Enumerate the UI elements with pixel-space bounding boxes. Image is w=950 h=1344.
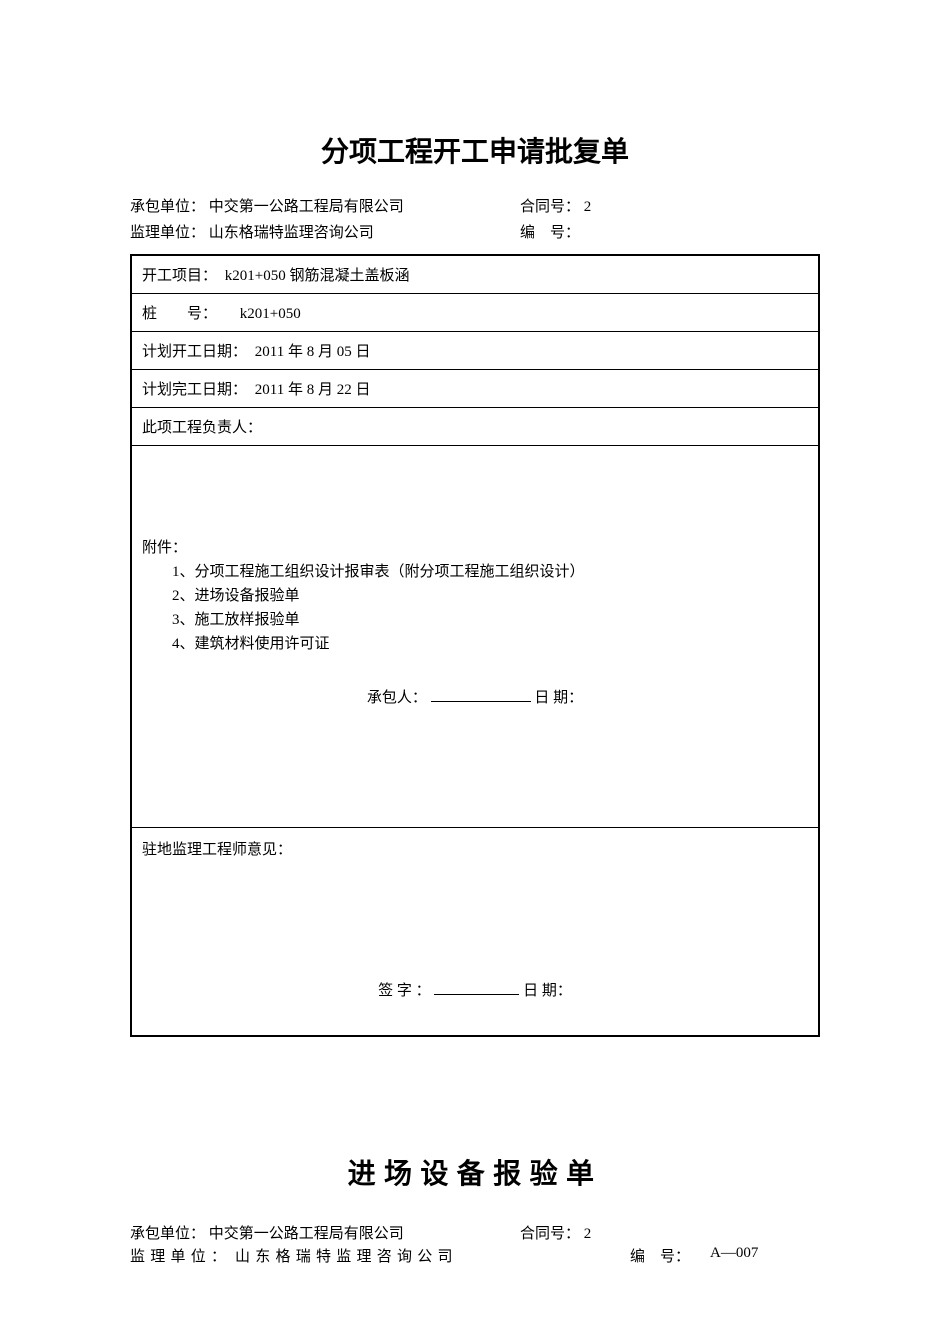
supervisor-value: 山东格瑞特监理咨询公司	[209, 225, 374, 241]
form2-title: 进场设备报验单	[130, 1152, 820, 1192]
attachment-title: 附件：	[142, 536, 808, 557]
form2-serial-value-cell: A—007	[710, 1245, 820, 1266]
manager-row: 此项工程负责人：	[132, 408, 818, 446]
pile-value: k201+050	[225, 306, 301, 322]
form2-contract-no-value: 2	[584, 1226, 592, 1242]
form-gap	[130, 1037, 820, 1152]
document-page: 分项工程开工申请批复单 承包单位： 中交第一公路工程局有限公司 合同号： 2 监…	[0, 0, 950, 1318]
attachment-item-3: 3、施工放样报验单	[142, 608, 808, 629]
form2-serial-value: A—007	[710, 1245, 758, 1261]
form1-header-row2: 监理单位： 山东格瑞特监理咨询公司 编 号：	[130, 221, 820, 242]
form2-serial-label: 编 号：	[630, 1249, 690, 1265]
opinion-label: 驻地监理工程师意见：	[142, 838, 808, 859]
start-date-row: 计划开工日期： 2011 年 8 月 05 日	[132, 332, 818, 370]
form2-header-row2: 监理单位： 山东格瑞特监理咨询公司 编 号： A—007	[130, 1245, 820, 1266]
form2-supervisor-label: 监理单位：	[130, 1249, 231, 1265]
form2-supervisor-cell: 监理单位： 山东格瑞特监理咨询公司	[130, 1245, 520, 1266]
form2-contract-no-cell: 合同号： 2	[520, 1222, 710, 1243]
form1-title: 分项工程开工申请批复单	[130, 130, 820, 170]
contractor-sign-label: 承包人：	[367, 690, 427, 706]
attachment-item-4: 4、建筑材料使用许可证	[142, 632, 808, 653]
project-label: 开工项目：	[142, 268, 217, 284]
contractor-sign-line	[431, 687, 531, 702]
contractor-label: 承包单位：	[130, 199, 205, 215]
contract-no-label: 合同号：	[520, 199, 580, 215]
form2-supervisor-value: 山东格瑞特监理咨询公司	[235, 1249, 458, 1265]
pile-row: 桩 号： k201+050	[132, 294, 818, 332]
form2-contractor-label: 承包单位：	[130, 1226, 205, 1242]
serial-label: 编 号：	[520, 225, 580, 241]
contractor-value: 中交第一公路工程局有限公司	[209, 199, 404, 215]
manager-label: 此项工程负责人：	[142, 420, 262, 436]
supervisor-label: 监理单位：	[130, 225, 205, 241]
end-date-value: 2011 年 8 月 22 日	[255, 382, 371, 398]
spacer	[142, 717, 808, 807]
form1-table: 开工项目： k201+050 钢筋混凝土盖板涵 桩 号： k201+050 计划…	[130, 254, 820, 1037]
form2-contractor-cell: 承包单位： 中交第一公路工程局有限公司	[130, 1222, 520, 1243]
contractor-cell: 承包单位： 中交第一公路工程局有限公司	[130, 195, 520, 216]
form2-contractor-value: 中交第一公路工程局有限公司	[209, 1226, 404, 1242]
start-date-value: 2011 年 8 月 05 日	[255, 344, 371, 360]
attachment-item-1: 1、分项工程施工组织设计报审表（附分项工程施工组织设计）	[142, 560, 808, 581]
opinion-sign-label: 签 字 ：	[378, 983, 431, 999]
serial-cell: 编 号：	[520, 221, 820, 242]
form2-contract-no-label: 合同号：	[520, 1226, 580, 1242]
attachment-section: 附件： 1、分项工程施工组织设计报审表（附分项工程施工组织设计） 2、进场设备报…	[132, 446, 818, 827]
end-date-row: 计划完工日期： 2011 年 8 月 22 日	[132, 370, 818, 408]
contractor-date-label: 日 期：	[534, 690, 583, 706]
opinion-date-label: 日 期：	[523, 983, 572, 999]
form2-empty-cell	[710, 1222, 820, 1243]
pile-label: 桩 号：	[142, 306, 217, 322]
form1-header-row1: 承包单位： 中交第一公路工程局有限公司 合同号： 2	[130, 195, 820, 216]
contract-no-cell: 合同号： 2	[520, 195, 820, 216]
opinion-sign-line	[434, 980, 519, 995]
project-row: 开工项目： k201+050 钢筋混凝土盖板涵	[132, 256, 818, 294]
form2-serial-label-cell: 编 号：	[520, 1245, 710, 1266]
contract-no-value: 2	[584, 199, 592, 215]
project-value: k201+050 钢筋混凝土盖板涵	[225, 268, 410, 284]
opinion-section: 驻地监理工程师意见： 签 字 ： 日 期：	[132, 827, 818, 1035]
attachment-item-2: 2、进场设备报验单	[142, 584, 808, 605]
end-date-label: 计划完工日期：	[142, 382, 247, 398]
opinion-sign-row: 签 字 ： 日 期：	[142, 979, 808, 1015]
form2-header-row1: 承包单位： 中交第一公路工程局有限公司 合同号： 2	[130, 1222, 820, 1243]
supervisor-cell: 监理单位： 山东格瑞特监理咨询公司	[130, 221, 520, 242]
start-date-label: 计划开工日期：	[142, 344, 247, 360]
contractor-signature-row: 承包人： 日 期：	[142, 656, 808, 717]
